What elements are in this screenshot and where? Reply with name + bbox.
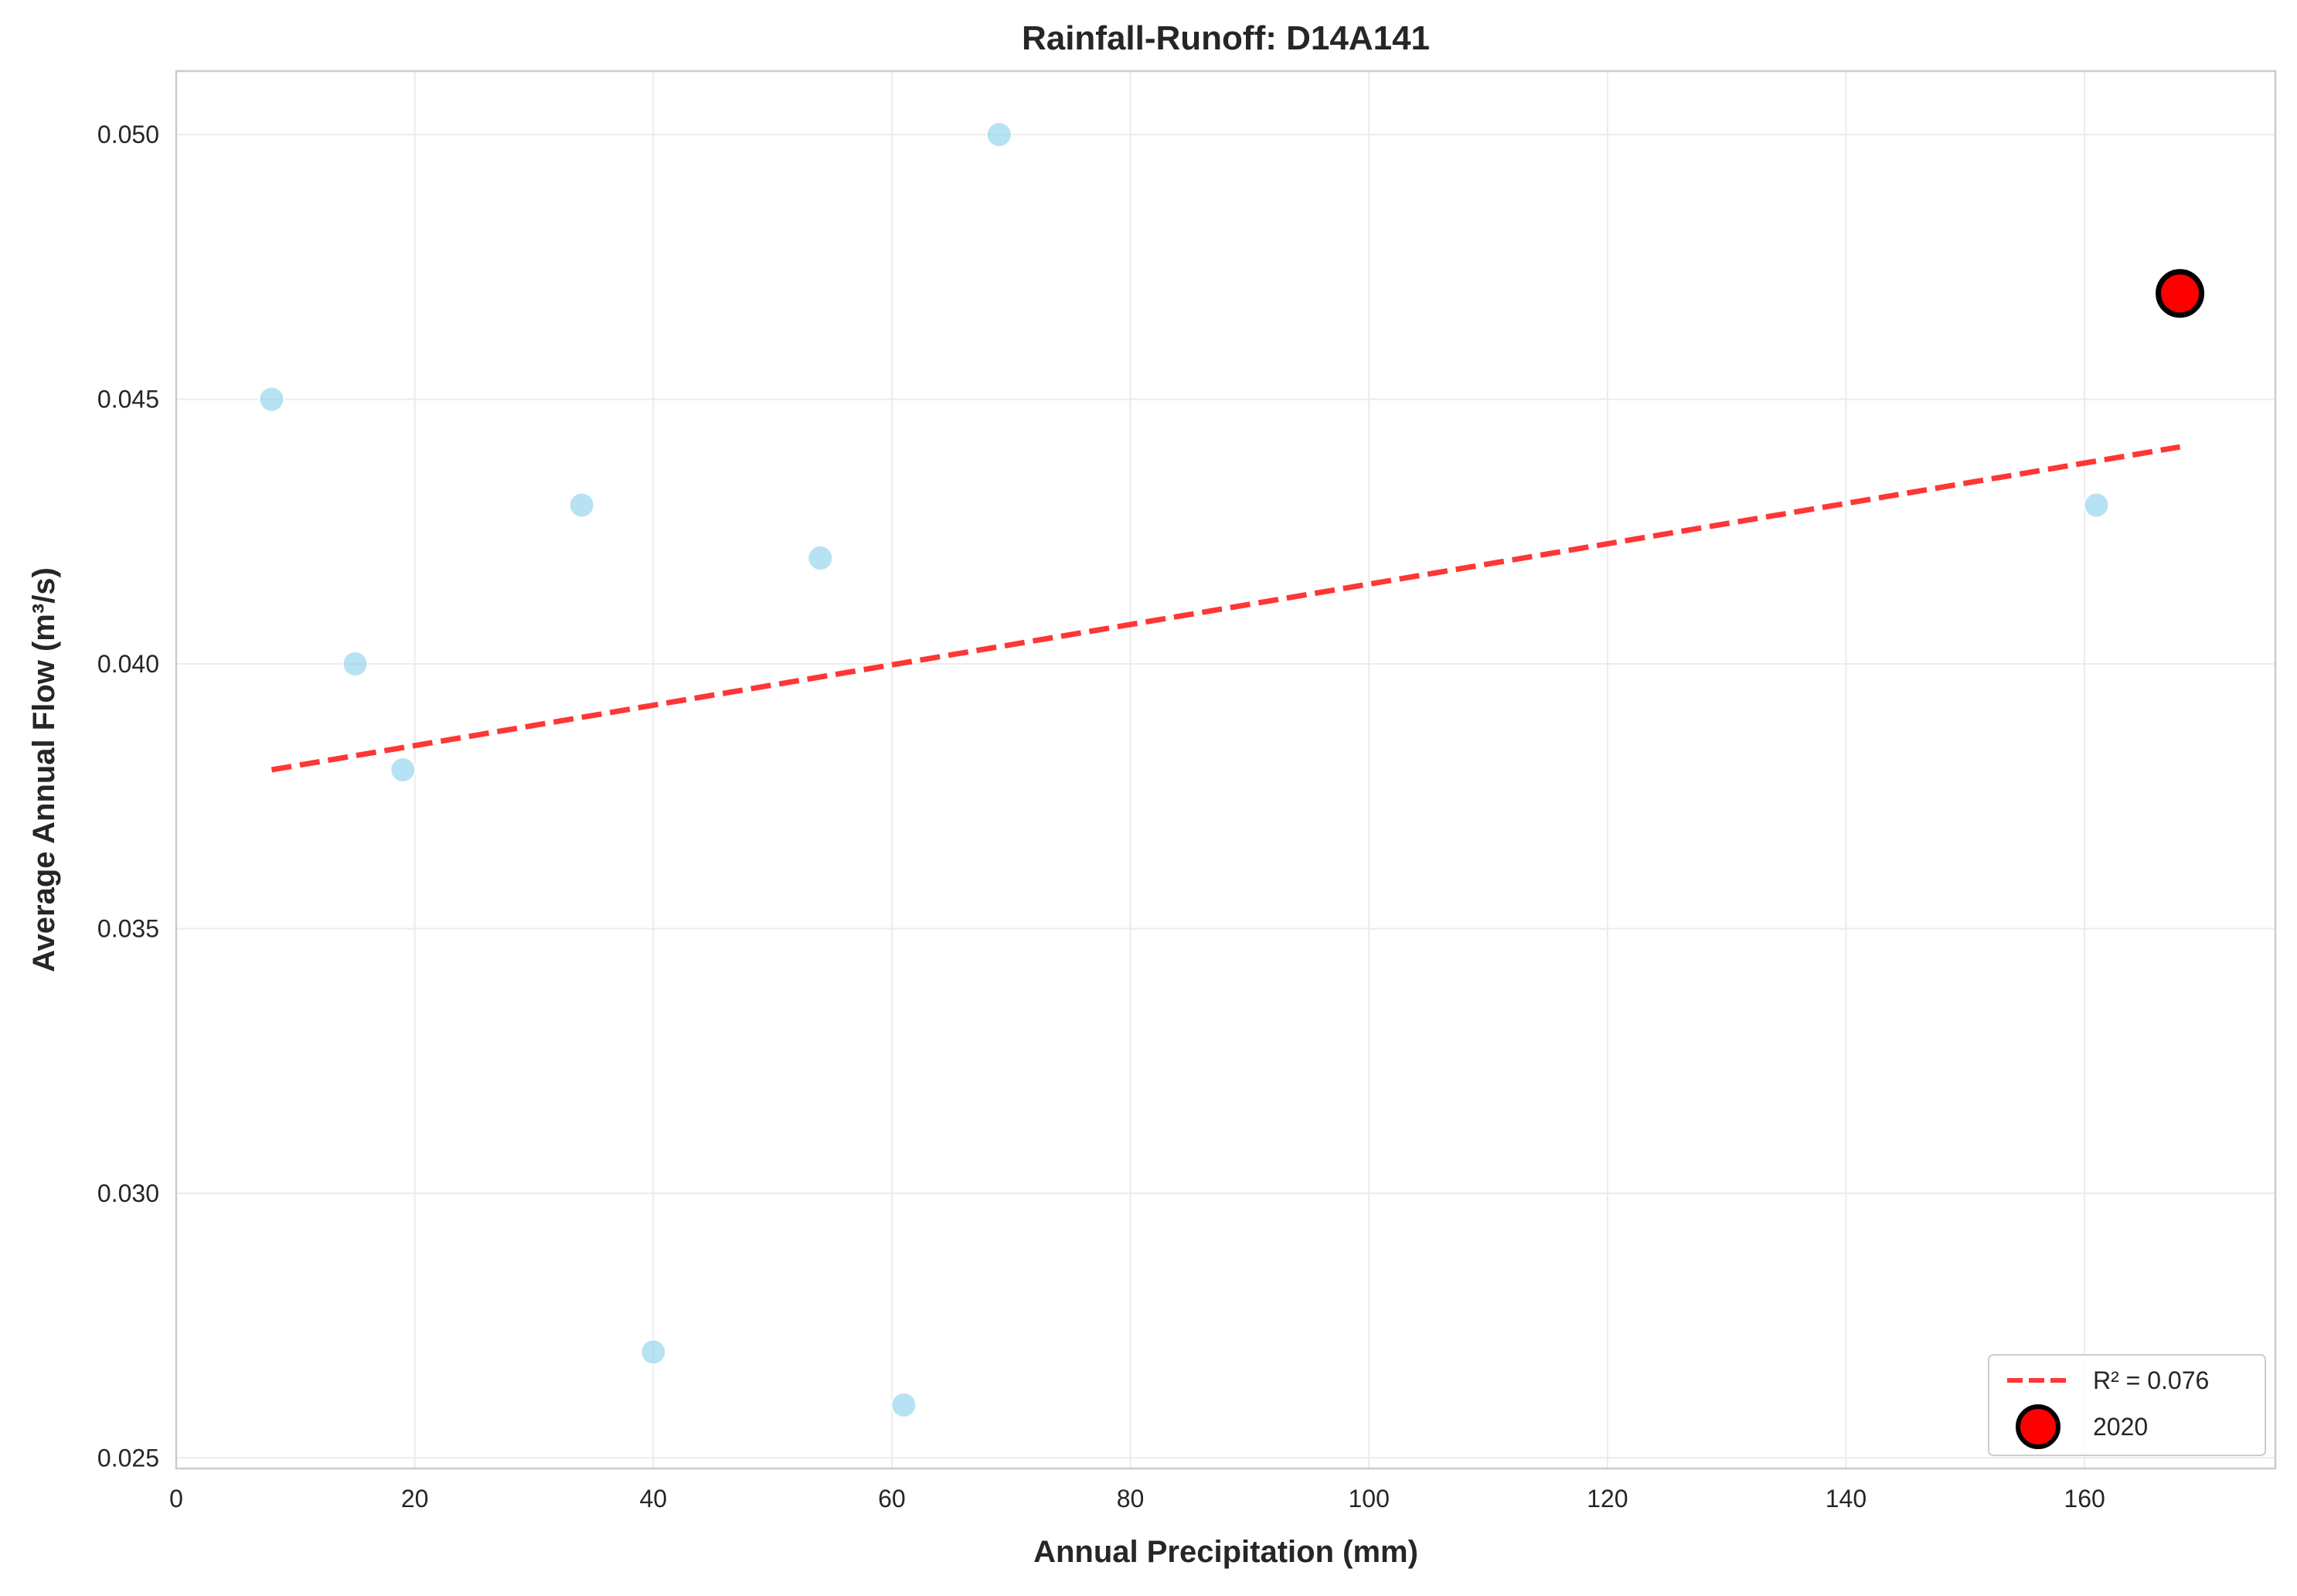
plot-frame xyxy=(175,70,2277,1470)
legend: R² = 0.076 2020 xyxy=(1988,1354,2266,1456)
legend-highlight-swatch xyxy=(2016,1404,2060,1449)
grid xyxy=(175,71,2275,1468)
x-axis-label: Annual Precipitation (mm) xyxy=(1033,1535,1418,1569)
x-tick-label: 40 xyxy=(639,1485,667,1513)
y-tick-label: 0.045 xyxy=(97,386,159,413)
legend-highlight-label: 2020 xyxy=(2093,1413,2148,1441)
legend-trend-label: R² = 0.076 xyxy=(2093,1366,2209,1394)
x-tick-label: 160 xyxy=(2064,1485,2105,1513)
plot-area xyxy=(176,71,2275,1468)
x-axis-ticks: 0 20 40 60 80 100 120 140 160 xyxy=(169,1485,2105,1513)
y-tick-label: 0.030 xyxy=(97,1179,159,1207)
y-tick-label: 0.025 xyxy=(97,1444,159,1472)
highlight-point-2020 xyxy=(2156,269,2205,318)
scatter-point xyxy=(342,651,369,678)
scatter-point xyxy=(640,1339,667,1366)
y-tick-label: 0.050 xyxy=(97,121,159,148)
y-tick-label: 0.035 xyxy=(97,914,159,942)
scatter-point xyxy=(258,386,285,413)
x-tick-label: 20 xyxy=(401,1485,429,1513)
scatter-point xyxy=(890,1391,917,1418)
scatter-point xyxy=(390,757,417,783)
y-axis-ticks: 0.025 0.030 0.035 0.040 0.045 0.050 xyxy=(97,121,159,1472)
scatter-point xyxy=(985,121,1012,148)
x-tick-label: 140 xyxy=(1826,1485,1867,1513)
x-tick-label: 80 xyxy=(1117,1485,1145,1513)
chart-title: Rainfall-Runoff: D14A141 xyxy=(1022,19,1430,57)
x-tick-label: 100 xyxy=(1348,1485,1389,1513)
scatter-points-layer xyxy=(258,121,2110,1418)
trend-line xyxy=(271,444,2181,773)
highlight-layer xyxy=(2156,269,2205,318)
scatter-point xyxy=(568,492,595,519)
scatter-point xyxy=(807,545,834,572)
y-axis-label: Average Annual Flow (m³/s) xyxy=(27,567,61,972)
trend-line-layer xyxy=(271,444,2181,773)
y-tick-label: 0.040 xyxy=(97,650,159,678)
x-tick-label: 0 xyxy=(169,1485,183,1513)
x-tick-label: 60 xyxy=(878,1485,906,1513)
scatter-point xyxy=(2083,492,2110,519)
x-tick-label: 120 xyxy=(1587,1485,1628,1513)
